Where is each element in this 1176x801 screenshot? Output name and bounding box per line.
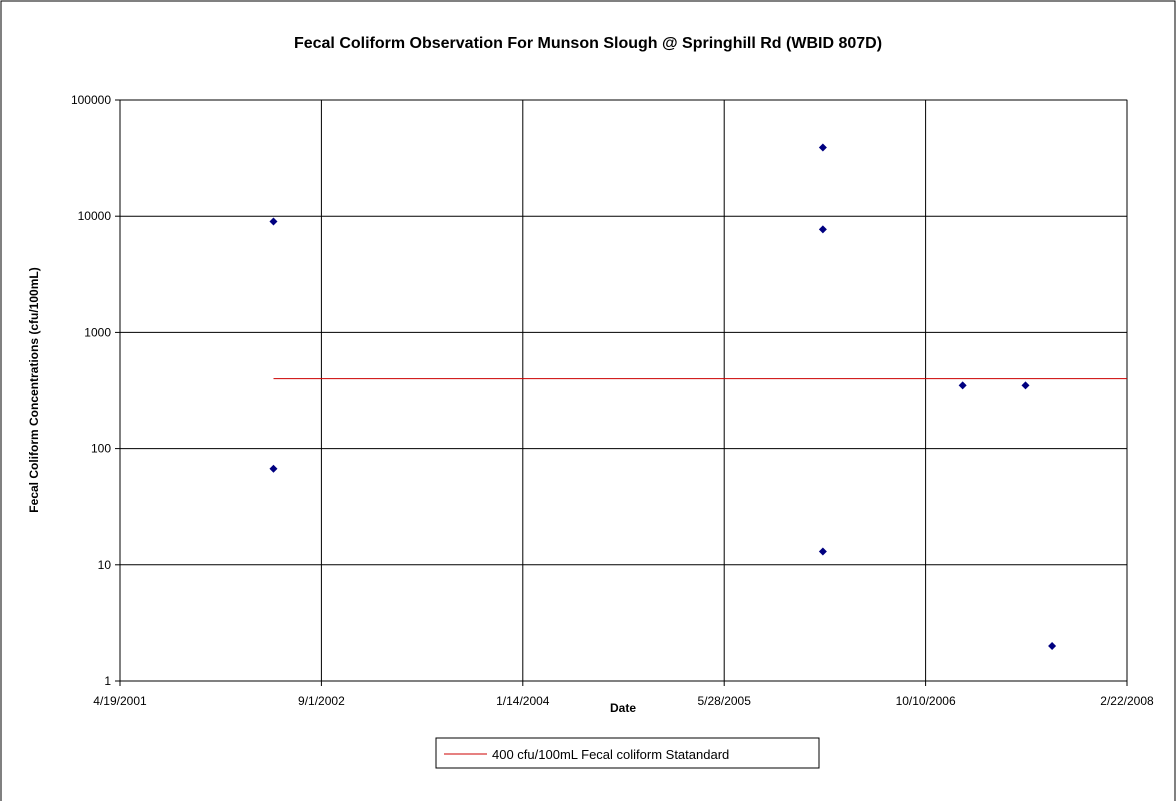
x-tick-label: 5/28/2005 xyxy=(698,694,752,708)
y-axis-label: Fecal Coliform Concentrations (cfu/100mL… xyxy=(27,267,41,512)
x-tick-label: 1/14/2004 xyxy=(496,694,550,708)
legend-box xyxy=(435,737,820,769)
data-point xyxy=(818,547,827,556)
data-point xyxy=(1048,642,1057,651)
y-tick-label: 100000 xyxy=(71,93,111,107)
data-point xyxy=(818,225,827,234)
y-tick-label: 100 xyxy=(91,442,111,456)
y-tick-label: 1 xyxy=(104,674,111,688)
data-point xyxy=(1021,381,1030,390)
y-tick-label: 10000 xyxy=(78,209,112,223)
y-tick-label: 10 xyxy=(98,558,112,572)
x-tick-label: 4/19/2001 xyxy=(93,694,147,708)
legend-entry-standard: 400 cfu/100mL Fecal coliform Statandard xyxy=(492,747,729,762)
legend: 400 cfu/100mL Fecal coliform Statandard xyxy=(435,737,820,769)
x-tick-label: 9/1/2002 xyxy=(298,694,345,708)
y-tick-label: 1000 xyxy=(84,325,111,339)
tick-labels: 4/19/2001 9/1/2002 1/14/2004 5/28/2005 10/10… xyxy=(71,93,1154,708)
x-tick-label: 2/22/2008 xyxy=(1100,694,1154,708)
series-layer xyxy=(269,143,1127,651)
x-axis-label: Date xyxy=(610,701,636,715)
chart-title: Fecal Coliform Observation For Munson Sl… xyxy=(294,35,882,52)
data-point xyxy=(269,464,278,473)
data-point xyxy=(269,217,278,226)
data-point xyxy=(818,143,827,152)
x-tick-label: 10/10/2006 xyxy=(896,694,956,708)
gridlines xyxy=(115,99,1128,686)
data-point xyxy=(958,381,967,390)
